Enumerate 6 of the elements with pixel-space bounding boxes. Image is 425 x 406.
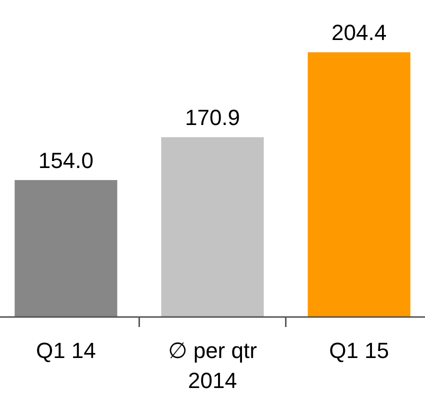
x-tick-label: ∅ per qtr 2014 <box>168 338 257 393</box>
data-label: 154.0 <box>38 148 94 174</box>
x-tick-label: Q1 15 <box>329 338 390 363</box>
x-tick-label: Q1 14 <box>36 338 96 363</box>
data-label: 204.4 <box>332 20 387 46</box>
data-label: 170.9 <box>184 105 240 130</box>
